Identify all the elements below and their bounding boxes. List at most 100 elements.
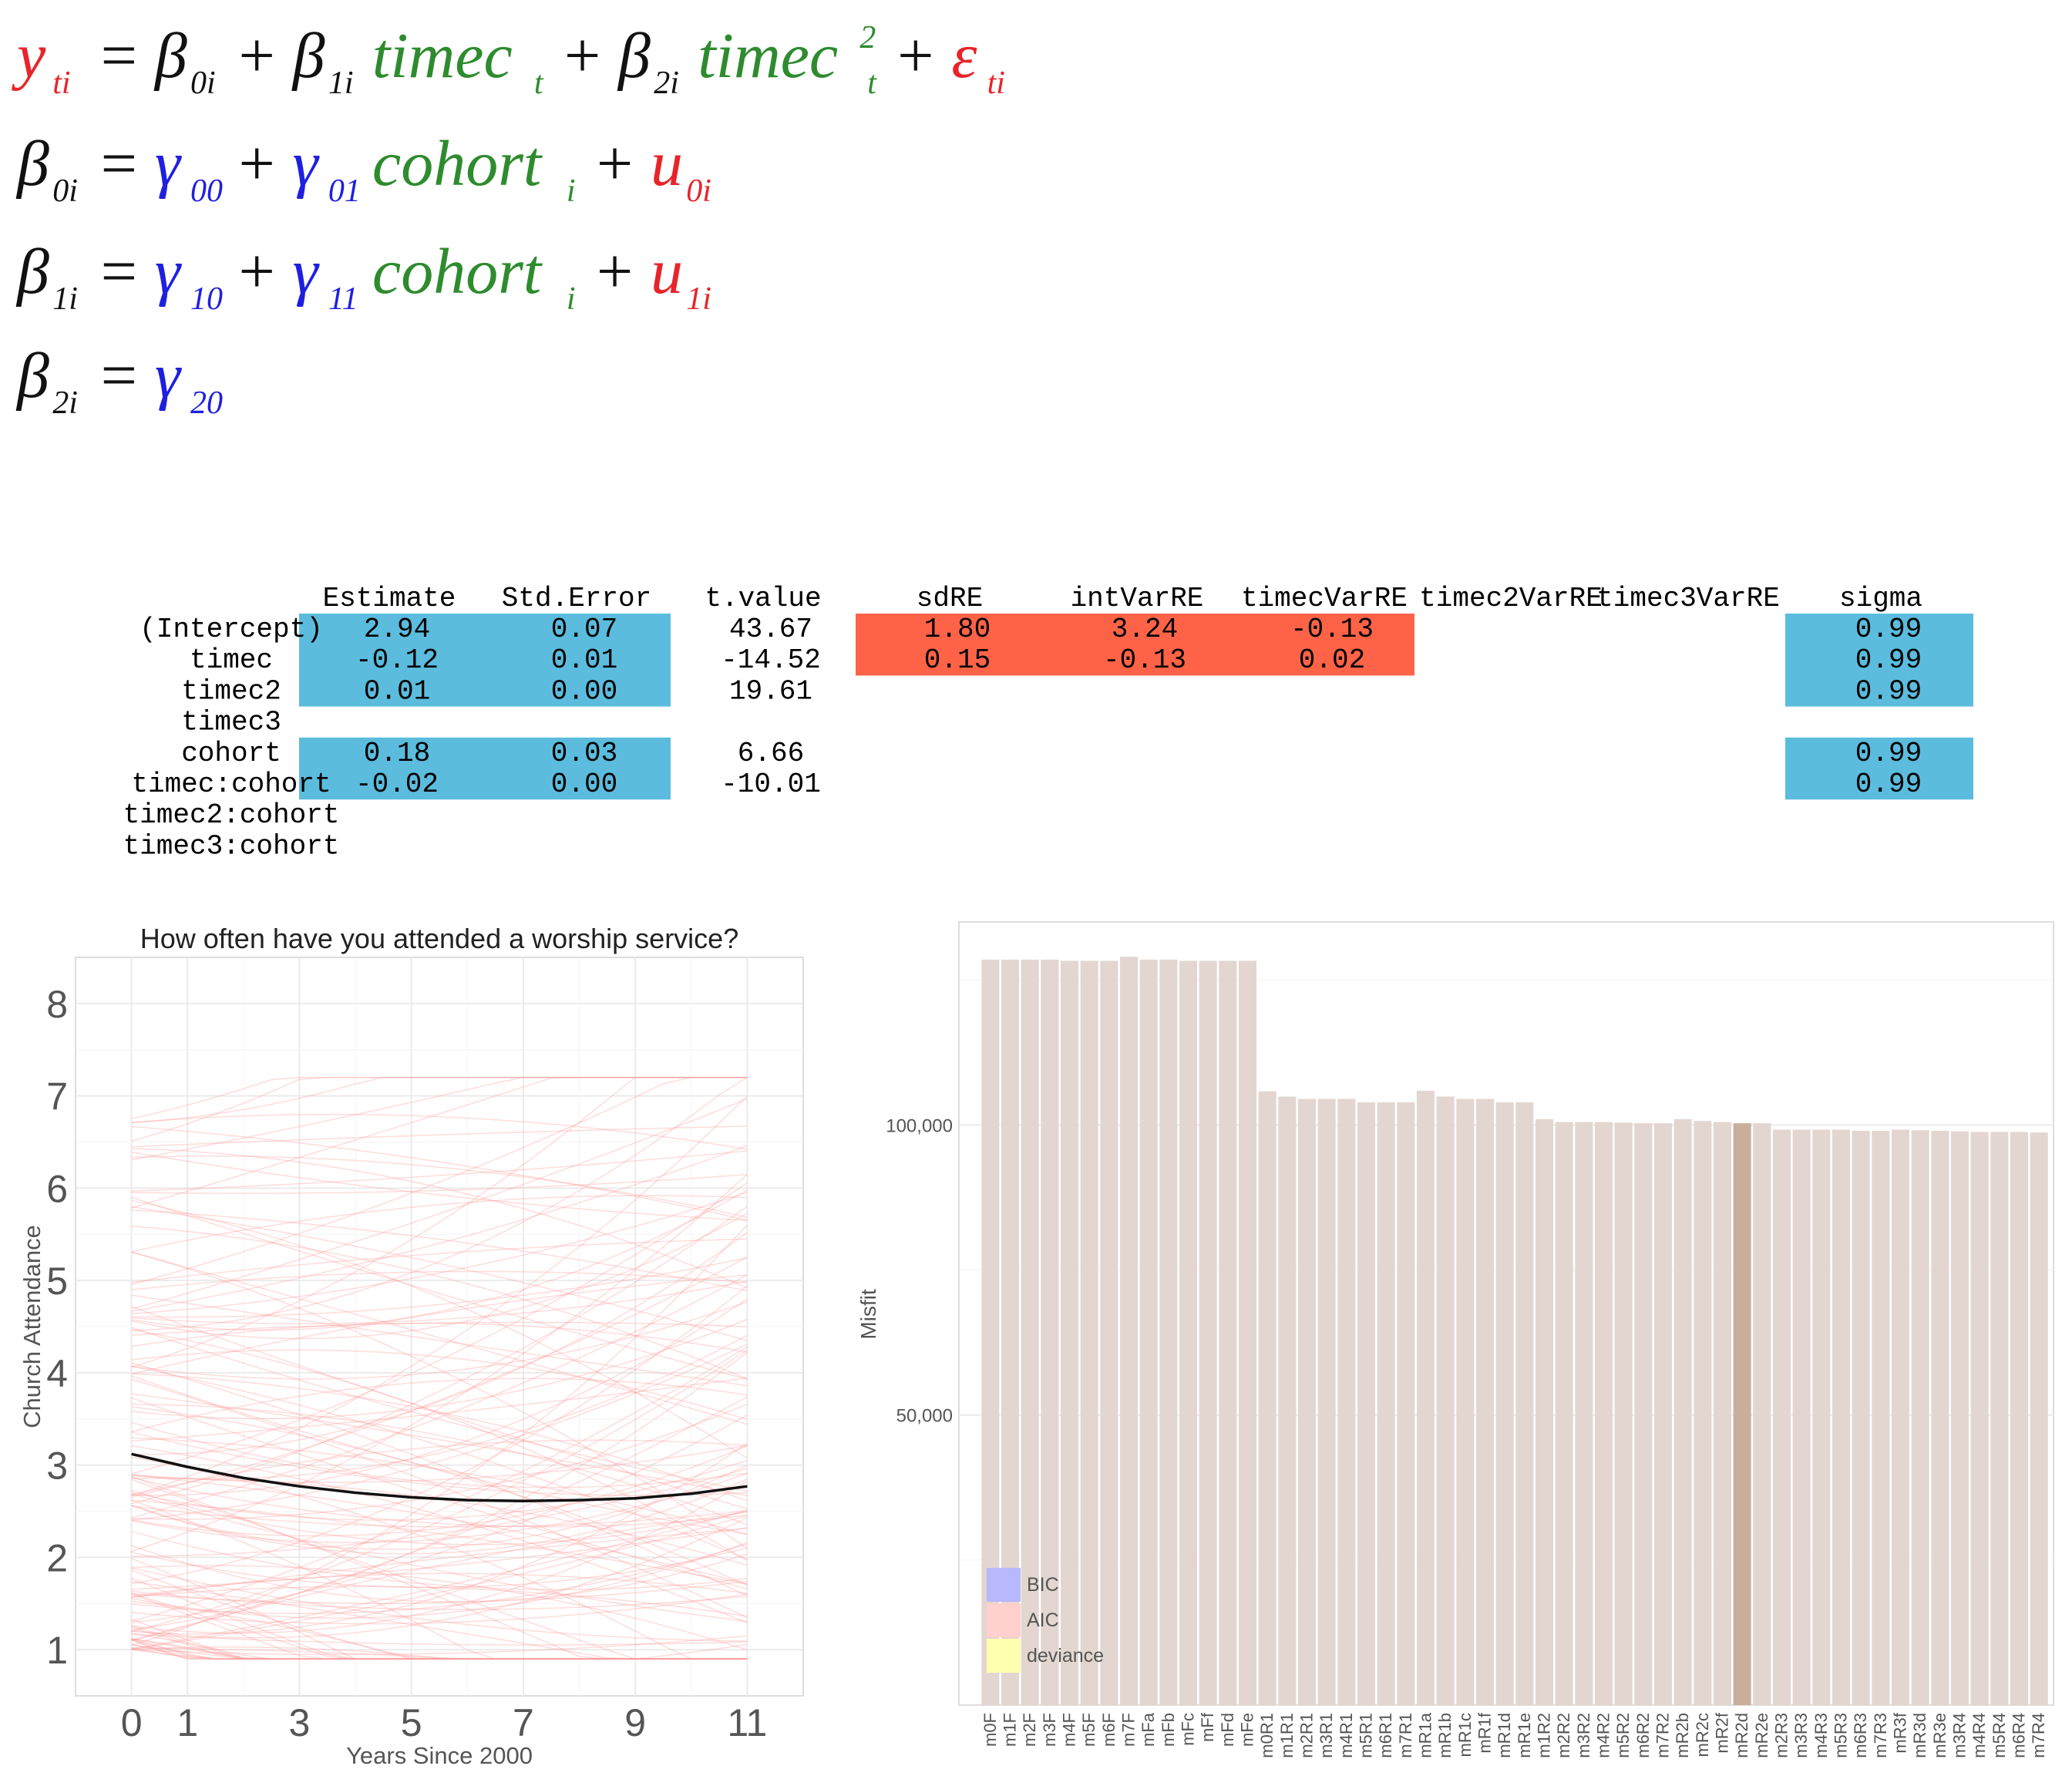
- individual-trajectory: [131, 1209, 748, 1292]
- lhs-sub: 0i: [52, 173, 78, 209]
- cell-value: -0.12: [355, 644, 439, 676]
- individual-trajectory: [131, 1352, 748, 1631]
- individual-trajectory: [131, 1577, 748, 1660]
- x-tick-label: m6F: [1099, 1713, 1118, 1747]
- equals: =: [96, 128, 140, 200]
- individual-trajectory: [131, 1442, 748, 1635]
- x-tick-label: mR1f: [1475, 1712, 1495, 1753]
- x-tick-label: mFb: [1159, 1713, 1178, 1747]
- bar-mFb: [1159, 959, 1178, 1705]
- y-tick-label: 1: [46, 1629, 68, 1672]
- legend-label: BIC: [1027, 1574, 1059, 1596]
- term-8-sub: ti: [987, 66, 1005, 101]
- cell-value: 19.61: [729, 675, 812, 707]
- column-header: timec2VarRE: [1419, 583, 1603, 614]
- individual-trajectory: [131, 1545, 748, 1603]
- term-1: +: [234, 128, 278, 200]
- cell-value: 0.18: [364, 738, 430, 769]
- individual-trajectory: [131, 1329, 748, 1561]
- term-8: ε: [951, 20, 977, 92]
- individual-trajectory: [131, 1593, 748, 1625]
- individual-trajectory: [131, 1318, 748, 1419]
- term-2: β: [291, 20, 325, 92]
- bar-mR3e: [1931, 1130, 1949, 1705]
- individual-trajectory: [131, 1199, 748, 1459]
- x-tick-label: m4R4: [1969, 1713, 1989, 1758]
- bar-mR1e: [1515, 1102, 1534, 1705]
- x-tick-label: 7: [513, 1701, 534, 1744]
- bar-m3R2: [1575, 1122, 1593, 1705]
- individual-trajectory: [131, 1125, 748, 1221]
- individual-trajectory: [131, 1148, 748, 1289]
- individual-trajectory: [131, 1334, 748, 1480]
- term-0: γ: [155, 340, 182, 412]
- lhs-sub: 2i: [52, 385, 78, 421]
- x-tick-label: mR3e: [1930, 1713, 1949, 1758]
- term-2: γ: [293, 236, 320, 308]
- bar-mR1d: [1495, 1102, 1514, 1705]
- x-tick-label: m5R2: [1613, 1713, 1633, 1758]
- individual-trajectory: [131, 1547, 748, 1589]
- highlight-block: [299, 737, 671, 800]
- term-4: +: [592, 236, 636, 308]
- individual-trajectory: [131, 1527, 748, 1590]
- individual-trajectory: [131, 1474, 748, 1585]
- individual-trajectory: [131, 1480, 748, 1634]
- x-tick-label: mR3d: [1910, 1713, 1929, 1758]
- bar-mFf: [1199, 960, 1217, 1705]
- x-tick-label: m3F: [1040, 1713, 1059, 1747]
- term-3-sub: i: [567, 281, 576, 317]
- individual-trajectory: [131, 1206, 748, 1505]
- individual-trajectory: [131, 1572, 748, 1597]
- term-2-sub: 01: [328, 173, 361, 209]
- individual-trajectory: [131, 1586, 748, 1617]
- y-tick-label: 4: [46, 1352, 68, 1395]
- highlight-block: [299, 614, 671, 707]
- x-tick-label: m1R2: [1535, 1713, 1554, 1758]
- bar-m3R1: [1317, 1098, 1336, 1705]
- individual-trajectory: [131, 1414, 748, 1623]
- term-0-sub: 10: [190, 281, 223, 317]
- x-tick-label: m1F: [1001, 1713, 1020, 1747]
- y-tick-label: 8: [46, 983, 68, 1026]
- bar-m6R1: [1377, 1102, 1395, 1705]
- equals: =: [96, 340, 140, 412]
- term-5: u: [651, 236, 683, 308]
- individual-trajectory: [131, 1145, 748, 1312]
- individual-trajectory: [131, 1465, 748, 1550]
- individual-trajectory: [131, 1404, 748, 1520]
- individual-trajectory: [131, 1393, 748, 1497]
- individual-trajectory: [131, 1327, 748, 1492]
- individual-trajectory: [131, 1477, 748, 1528]
- term-1: +: [234, 20, 278, 92]
- bar-mR1f: [1475, 1098, 1495, 1705]
- individual-trajectory: [131, 1377, 748, 1442]
- bar-m7R1: [1397, 1102, 1415, 1705]
- legend-swatch: [987, 1639, 1021, 1673]
- cell-value: 0.01: [551, 644, 617, 676]
- equation-2: β 1i = γ 10 + γ 11 cohort i + u 1i: [15, 236, 711, 317]
- cell-value: 0.99: [1855, 769, 1922, 800]
- individual-trajectory: [131, 1251, 748, 1549]
- y-tick-label: 3: [46, 1445, 68, 1488]
- bar-m3R3: [1792, 1129, 1811, 1705]
- individual-trajectory: [131, 1365, 748, 1560]
- x-tick-label: m2R1: [1297, 1713, 1317, 1758]
- individual-trajectory: [131, 1531, 748, 1591]
- bar-mR2f: [1713, 1122, 1732, 1705]
- individual-trajectory: [131, 1439, 748, 1496]
- individual-trajectory: [131, 1274, 748, 1519]
- individual-trajectory: [131, 1499, 748, 1660]
- x-tick-label: m2R2: [1554, 1713, 1573, 1758]
- term-0: γ: [155, 236, 182, 308]
- x-tick-label: m6R4: [2010, 1713, 2029, 1758]
- individual-trajectory: [131, 1633, 748, 1646]
- bar-m5R2: [1614, 1122, 1633, 1705]
- individual-trajectory: [131, 1646, 748, 1660]
- lhs: β: [15, 128, 49, 200]
- legend-label: AIC: [1027, 1610, 1059, 1631]
- bar-m6R2: [1634, 1123, 1653, 1705]
- x-tick-label: m7R2: [1653, 1713, 1673, 1758]
- term-2: γ: [293, 128, 320, 200]
- individual-trajectory: [131, 1113, 748, 1150]
